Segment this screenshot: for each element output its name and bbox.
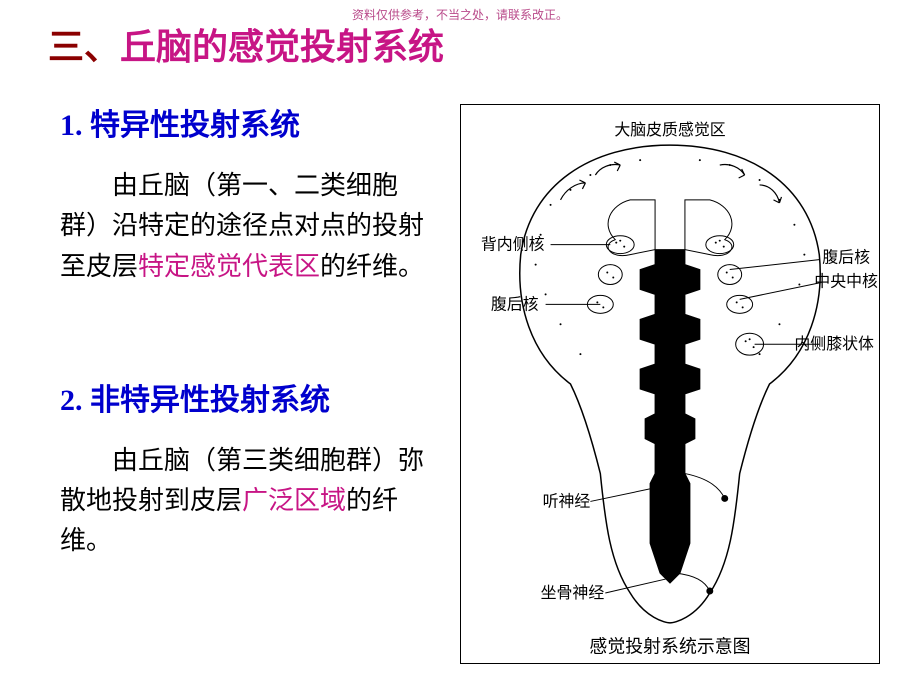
section1-heading: 1. 特异性投射系统	[60, 100, 430, 144]
label-medial-geniculate: 内侧膝状体	[794, 335, 874, 353]
section2-highlight: 广泛区域	[242, 486, 346, 515]
section2-heading: 2. 非特异性投射系统	[60, 375, 430, 419]
label-ventroposterior-left: 腹后核	[491, 295, 539, 313]
label-central: 中央中核	[814, 272, 878, 290]
anatomy-diagram: 大脑皮质感觉区 背内侧核 腹后核 腹后核 中央中核 内侧膝状体 听神经 坐骨神经…	[460, 104, 880, 664]
label-dorsomedial: 背内侧核	[481, 236, 545, 254]
section2-paragraph: 由丘脑（第三类细胞群）弥散地投射到皮层广泛区域的纤维。	[60, 441, 430, 562]
left-column: 1. 特异性投射系统 由丘脑（第一、二类细胞群）沿特定的途径点对点的投射至皮层特…	[60, 100, 430, 582]
diagram-caption: 感觉投射系统示意图	[589, 637, 750, 657]
label-ventroposterior-right: 腹后核	[822, 249, 870, 267]
section1-paragraph: 由丘脑（第一、二类细胞群）沿特定的途径点对点的投射至皮层特定感觉代表区的纤维。	[60, 166, 430, 287]
diagram-svg: 大脑皮质感觉区 背内侧核 腹后核 腹后核 中央中核 内侧膝状体 听神经 坐骨神经…	[461, 105, 879, 663]
section-2: 2. 非特异性投射系统 由丘脑（第三类细胞群）弥散地投射到皮层广泛区域的纤维。	[60, 375, 430, 562]
section-1: 1. 特异性投射系统 由丘脑（第一、二类细胞群）沿特定的途径点对点的投射至皮层特…	[60, 100, 430, 287]
section1-text-post: 的纤维。	[320, 252, 424, 281]
label-cortex: 大脑皮质感觉区	[614, 121, 725, 139]
label-sciatic-nerve: 坐骨神经	[541, 584, 605, 602]
main-title: 三、丘脑的感觉投射系统	[48, 18, 444, 70]
label-auditory-nerve: 听神经	[543, 492, 591, 510]
title-body: 丘脑的感觉投射系统	[120, 26, 444, 67]
title-prefix: 三、	[48, 26, 120, 67]
section1-highlight: 特定感觉代表区	[138, 252, 320, 281]
